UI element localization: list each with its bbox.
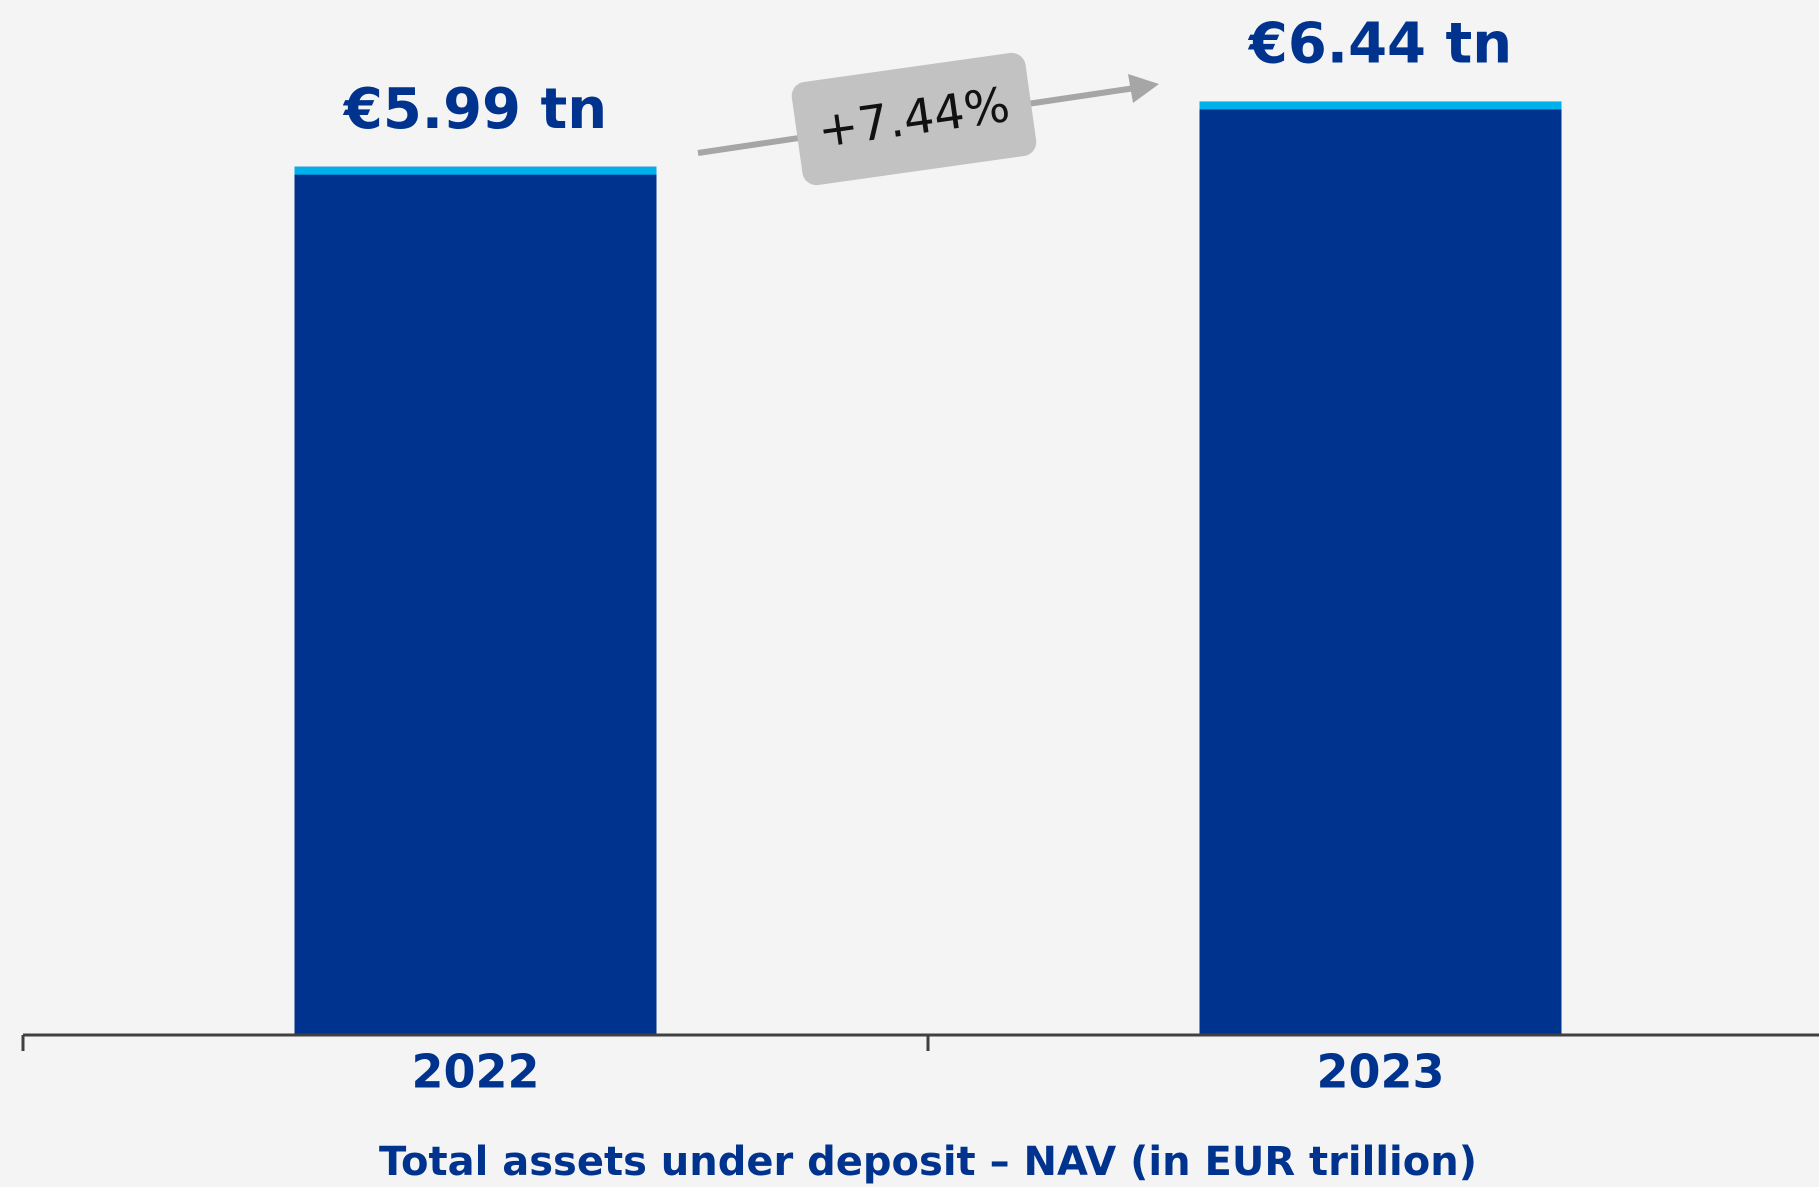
bar: [1199, 101, 1562, 1036]
growth-box-bg: [791, 52, 1037, 186]
growth-box: +7.44%: [791, 52, 1037, 186]
x-axis-label: Total assets under deposit – NAV (in EUR…: [379, 1139, 1477, 1185]
bar-cap: [294, 166, 657, 175]
value-label: €5.99 tn: [342, 77, 607, 142]
bar: [294, 166, 657, 1036]
x-tick-label: 2023: [1316, 1045, 1444, 1099]
bar-cap: [1199, 101, 1562, 110]
value-label: €6.44 tn: [1247, 12, 1512, 77]
x-tick-label: 2022: [411, 1045, 539, 1099]
growth-arrow-head: [1128, 74, 1159, 103]
growth-annotation: +7.44%: [697, 52, 1159, 186]
